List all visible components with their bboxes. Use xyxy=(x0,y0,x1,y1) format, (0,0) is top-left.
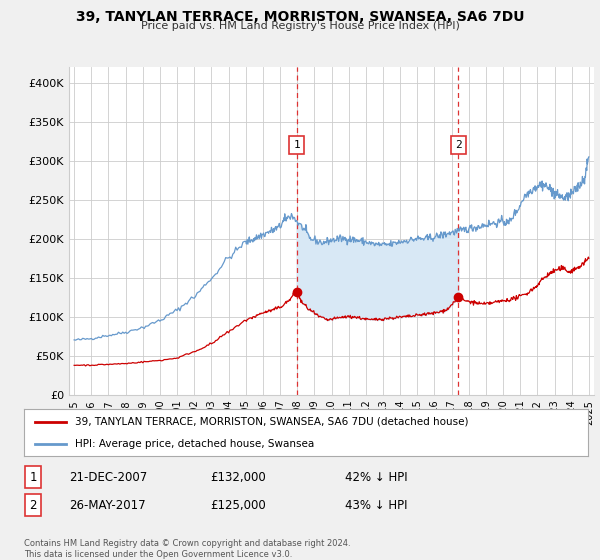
Text: £132,000: £132,000 xyxy=(210,470,266,484)
Text: 1: 1 xyxy=(293,140,300,150)
Text: Price paid vs. HM Land Registry's House Price Index (HPI): Price paid vs. HM Land Registry's House … xyxy=(140,21,460,31)
Text: 1: 1 xyxy=(29,470,37,484)
Text: 26-MAY-2017: 26-MAY-2017 xyxy=(69,498,146,512)
Text: 21-DEC-2007: 21-DEC-2007 xyxy=(69,470,147,484)
Text: 2: 2 xyxy=(29,498,37,512)
Text: 42% ↓ HPI: 42% ↓ HPI xyxy=(345,470,407,484)
Text: 43% ↓ HPI: 43% ↓ HPI xyxy=(345,498,407,512)
Text: Contains HM Land Registry data © Crown copyright and database right 2024.
This d: Contains HM Land Registry data © Crown c… xyxy=(24,539,350,559)
Text: HPI: Average price, detached house, Swansea: HPI: Average price, detached house, Swan… xyxy=(75,438,314,449)
Text: £125,000: £125,000 xyxy=(210,498,266,512)
Text: 39, TANYLAN TERRACE, MORRISTON, SWANSEA, SA6 7DU (detached house): 39, TANYLAN TERRACE, MORRISTON, SWANSEA,… xyxy=(75,417,468,427)
Text: 2: 2 xyxy=(455,140,462,150)
Text: 39, TANYLAN TERRACE, MORRISTON, SWANSEA, SA6 7DU: 39, TANYLAN TERRACE, MORRISTON, SWANSEA,… xyxy=(76,10,524,24)
